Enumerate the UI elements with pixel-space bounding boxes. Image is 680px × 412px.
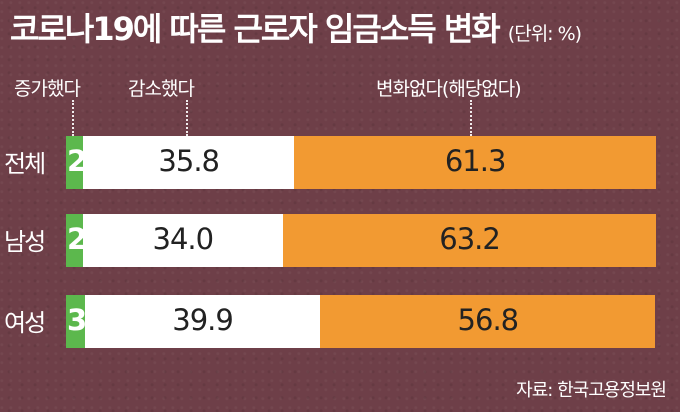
chart-title: 코로나19에 따른 근로자 임금소득 변화 [10,10,501,48]
data-label-전체-series-3: 61.3 [444,144,507,178]
unit-label: (단위: %) [507,23,582,45]
data-label-여성-series-3: 56.8 [457,303,520,337]
bar-전체-series-2 [83,136,295,189]
data-label-전체-series-2: 35.8 [158,144,220,178]
bar-전체-series-1 [66,136,84,189]
bar-남성-series-2 [82,214,284,267]
category-label-2: 남성 [4,228,46,256]
bar-남성-series-1 [66,214,83,267]
legend-leader-2 [186,100,188,136]
category-label-1: 전체 [4,150,46,178]
bar-전체-series-3 [294,136,656,189]
bar-여성-series-1 [66,295,85,348]
legend-label-3: 변화없다(해당없다) [376,78,522,100]
legend-leader-3 [470,100,472,136]
chart-title-row: 코로나19에 따른 근로자 임금소득 변화 (단위: %) [10,4,582,50]
bar-여성-series-2 [84,295,321,348]
legend-leader-1 [72,100,74,136]
legend-label-1: 증가했다 [14,78,81,100]
category-label-3: 여성 [4,309,46,337]
source-note: 자료: 한국고용정보원 [516,380,667,401]
data-label-남성-series-2: 34.0 [152,222,215,256]
bar-남성-series-3 [283,214,656,267]
data-label-여성-series-2: 39.9 [172,303,234,337]
data-label-남성-series-3: 63.2 [439,222,501,256]
legend-label-2: 감소했다 [128,78,195,100]
bar-여성-series-3 [320,295,656,348]
